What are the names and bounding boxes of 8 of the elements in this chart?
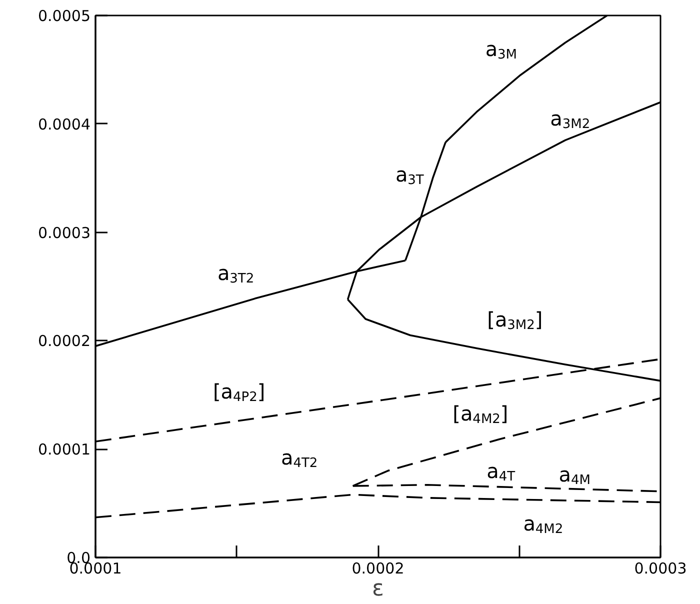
y-tick-label: 0.0001 — [38, 440, 91, 459]
x-tick-label: 0.0002 — [352, 560, 404, 578]
y-tick-label: 0.0002 — [38, 332, 91, 350]
x-axis-title: ε — [372, 576, 384, 602]
x-tick-label: 0.0003 — [634, 560, 687, 578]
y-tick-label: 0.0003 — [38, 224, 91, 242]
y-tick-label: 0.0004 — [38, 115, 91, 134]
y-tick-label: 0.0005 — [38, 7, 91, 25]
